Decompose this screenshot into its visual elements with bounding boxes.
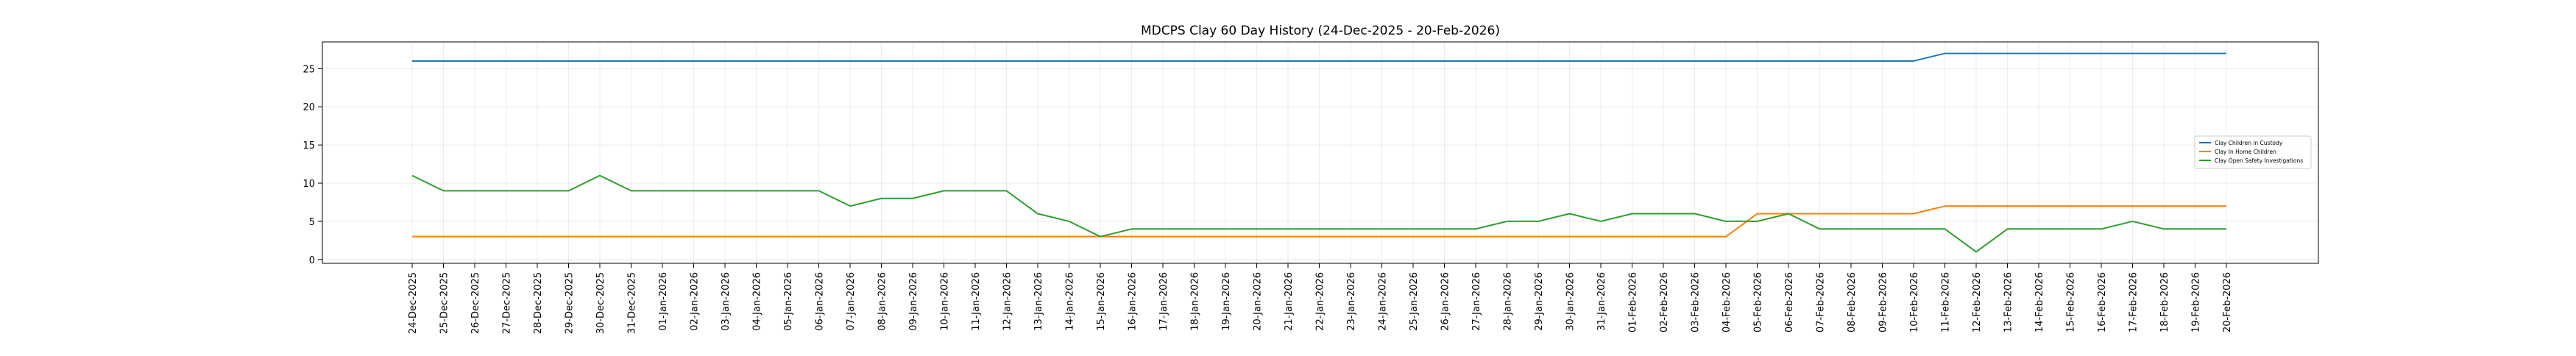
x-tick-label: 20-Feb-2026 [2222, 272, 2233, 332]
series-line-2 [412, 205, 2226, 238]
x-tick-label: 15-Feb-2026 [2066, 272, 2077, 332]
legend-label: Clay Children in Custody [2215, 140, 2283, 146]
x-tick-label: 29-Jan-2026 [1534, 272, 1545, 331]
x-tick-label: 09-Jan-2026 [908, 272, 919, 331]
y-tick-label: 10 [302, 179, 315, 190]
legend: Clay Children in Custody Clay In Home Chi… [2194, 135, 2312, 169]
y-tick-label: 15 [302, 140, 315, 152]
x-tick-label: 13-Jan-2026 [1033, 272, 1044, 331]
x-tick-label: 23-Jan-2026 [1346, 272, 1357, 331]
x-tick-label: 20-Jan-2026 [1253, 272, 1264, 331]
x-tick-label: 03-Jan-2026 [721, 272, 732, 331]
x-tick-label: 09-Feb-2026 [1878, 272, 1889, 332]
x-tick-label: 28-Jan-2026 [1503, 272, 1514, 331]
legend-box [2194, 135, 2312, 169]
x-tick-label: 27-Jan-2026 [1471, 272, 1482, 331]
x-tick-label: 26-Dec-2025 [470, 272, 481, 334]
x-tick-label: 11-Feb-2026 [1941, 272, 1952, 332]
series-line-3 [411, 174, 2226, 253]
x-tick-label: 14-Feb-2026 [2034, 272, 2045, 332]
series-line-1 [412, 52, 2226, 62]
x-tick-label: 01-Jan-2026 [658, 272, 669, 331]
x-tick-label: 18-Jan-2026 [1190, 272, 1201, 331]
x-tick-label: 03-Feb-2026 [1691, 272, 1702, 332]
x-tick-label: 11-Jan-2026 [971, 272, 982, 331]
legend-label: Clay Open Safety Investigations [2215, 157, 2303, 164]
legend-label: Clay In Home Children [2215, 149, 2276, 155]
x-tick-label: 16-Feb-2026 [2097, 272, 2108, 332]
x-tick-label: 04-Jan-2026 [752, 272, 763, 331]
x-tick-label: 10-Feb-2026 [1909, 272, 1920, 332]
x-tick-label: 08-Feb-2026 [1847, 272, 1858, 332]
x-tick-label: 01-Feb-2026 [1628, 272, 1639, 332]
x-tick-label: 10-Jan-2026 [940, 272, 951, 331]
x-tick-label: 27-Dec-2025 [502, 272, 513, 334]
x-tick-label: 17-Feb-2026 [2129, 272, 2140, 332]
x-tick-label: 06-Feb-2026 [1784, 272, 1795, 332]
x-tick-label: 13-Feb-2026 [2003, 272, 2014, 332]
x-tick-label: 30-Jan-2026 [1565, 272, 1577, 331]
x-tick-label: 02-Jan-2026 [690, 272, 701, 331]
y-tick-label: 0 [309, 255, 315, 266]
x-tick-label: 28-Dec-2025 [533, 272, 544, 334]
grid [322, 42, 2318, 263]
x-tick-label: 02-Feb-2026 [1659, 272, 1670, 332]
x-tick-label: 08-Jan-2026 [877, 272, 888, 331]
x-tick-label: 14-Jan-2026 [1065, 272, 1076, 331]
x-tick-label: 21-Jan-2026 [1284, 272, 1295, 331]
x-tick-label: 24-Dec-2025 [408, 272, 419, 334]
x-tick-label: 19-Jan-2026 [1221, 272, 1232, 331]
x-tick-label: 24-Jan-2026 [1378, 272, 1389, 331]
x-axis: 24-Dec-2025 25-Dec-2025 26-Dec-2025 27-Dec-… [408, 263, 2233, 334]
x-tick-label: 07-Jan-2026 [846, 272, 857, 331]
x-tick-label: 12-Jan-2026 [1002, 272, 1013, 331]
y-axis: 0 5 10 15 20 25 [302, 64, 322, 266]
x-tick-label: 05-Feb-2026 [1753, 272, 1764, 332]
x-tick-label: 12-Feb-2026 [1972, 272, 1983, 332]
x-tick-label: 06-Jan-2026 [815, 272, 826, 331]
x-tick-label: 19-Feb-2026 [2191, 272, 2202, 332]
x-tick-label: 30-Dec-2025 [595, 272, 606, 334]
x-tick-label: 05-Jan-2026 [783, 272, 794, 331]
y-tick-label: 5 [309, 217, 315, 228]
y-tick-label: 25 [302, 64, 315, 75]
x-tick-label: 07-Feb-2026 [1816, 272, 1827, 332]
x-tick-label: 25-Dec-2025 [439, 272, 450, 334]
x-tick-label: 31-Dec-2025 [627, 272, 638, 334]
y-tick-label: 20 [302, 102, 315, 113]
chart-title: MDCPS Clay 60 Day History (24-Dec-2025 -… [1141, 24, 1500, 38]
plot-frame [322, 41, 2319, 264]
x-tick-label: 22-Jan-2026 [1315, 272, 1326, 331]
x-tick-label: 31-Jan-2026 [1596, 272, 1607, 331]
x-tick-label: 15-Jan-2026 [1096, 272, 1107, 331]
x-tick-label: 17-Jan-2026 [1158, 272, 1170, 331]
x-tick-label: 16-Jan-2026 [1128, 272, 1139, 331]
x-tick-label: 29-Dec-2025 [565, 272, 576, 334]
x-tick-label: 04-Feb-2026 [1722, 272, 1733, 332]
x-tick-label: 26-Jan-2026 [1440, 272, 1451, 331]
x-tick-label: 25-Jan-2026 [1409, 272, 1420, 331]
series-lines [411, 52, 2226, 253]
x-tick-label: 18-Feb-2026 [2159, 272, 2170, 332]
